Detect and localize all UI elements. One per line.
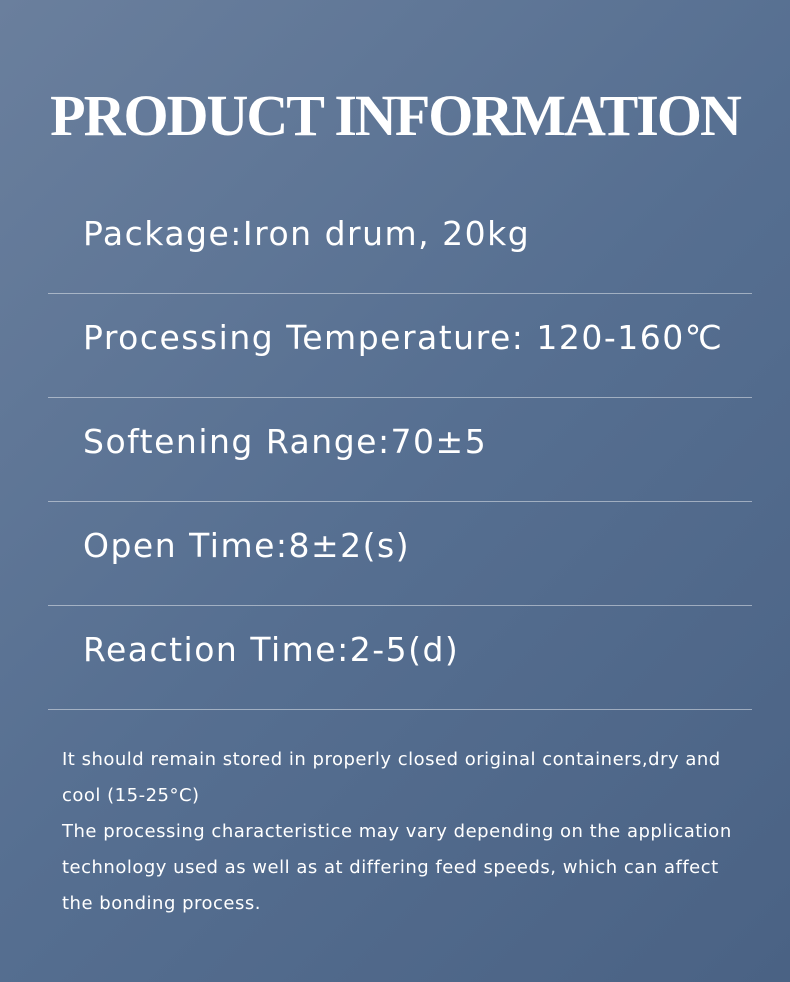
note: The processing characteristice may vary … xyxy=(62,821,732,914)
item-row: Open Time:8±2(s) xyxy=(48,502,752,606)
item-text: Open Time:8±2(s) xyxy=(83,526,411,565)
item-row: Package:Iron drum, 20kg xyxy=(48,190,752,294)
item-row: Processing Temperature: 120-160℃ xyxy=(48,294,752,398)
title: PRODUCT INFORMATION xyxy=(50,83,742,148)
notes: It should remain stored in properly clos… xyxy=(62,742,752,922)
note: It should remain stored in properly clos… xyxy=(62,749,721,806)
item-text: Package:Iron drum, 20kg xyxy=(83,214,531,253)
item-row: Softening Range:70±5 xyxy=(48,398,752,502)
item-text: Processing Temperature: 120-160℃ xyxy=(83,318,724,357)
item-row: Reaction Time:2-5(d) xyxy=(48,606,752,710)
item-text: Reaction Time:2-5(d) xyxy=(83,630,460,669)
item-text: Softening Range:70±5 xyxy=(83,422,488,461)
